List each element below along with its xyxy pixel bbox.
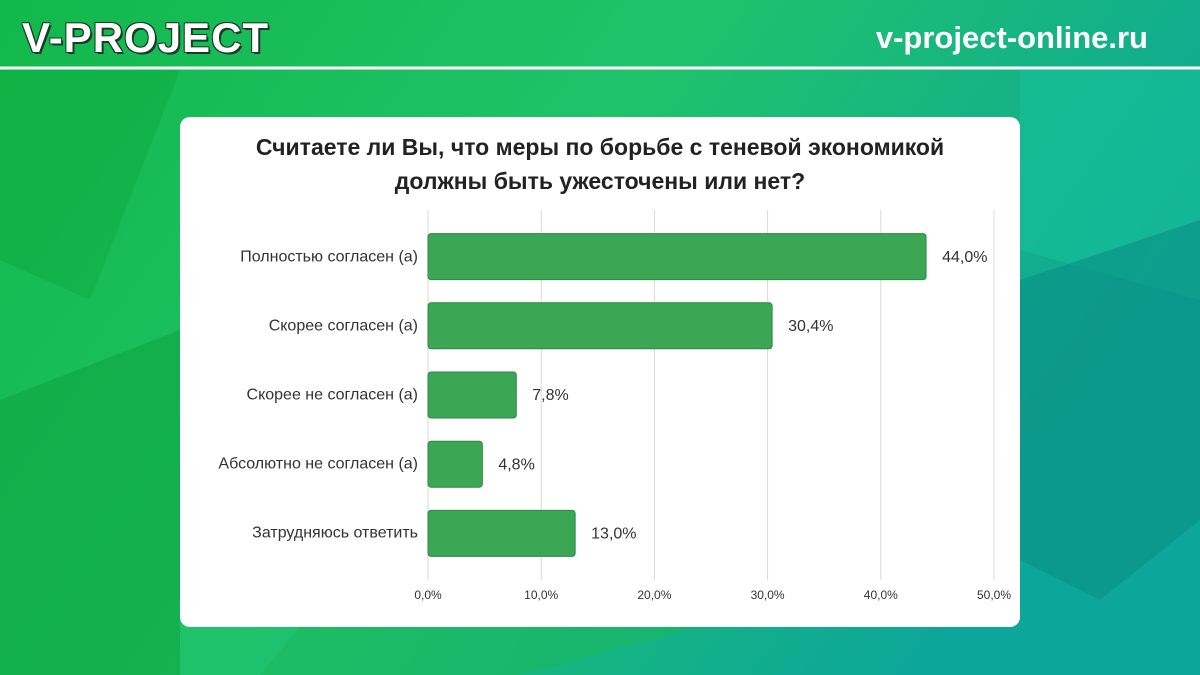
- x-tick-label: 20,0%: [637, 588, 671, 602]
- value-label: 44,0%: [942, 249, 987, 266]
- site-url: v-project-online.ru: [875, 20, 1148, 55]
- facet: [0, 330, 180, 675]
- x-tick-label: 50,0%: [977, 588, 1011, 602]
- facet: [1020, 220, 1200, 600]
- x-tick-label: 10,0%: [524, 588, 558, 602]
- value-label: 4,8%: [498, 456, 534, 473]
- x-tick-label: 40,0%: [864, 588, 898, 602]
- chart-title: Считаете ли Вы, что меры по борьбе с тен…: [255, 134, 945, 194]
- bar: [427, 302, 773, 350]
- bar: [427, 233, 927, 281]
- y-tick-label: Скорее согласен (а): [268, 317, 418, 335]
- logo: V-PROJECT: [22, 14, 270, 61]
- x-tick-label: 30,0%: [751, 588, 785, 602]
- y-tick-label: Полностью согласен (а): [240, 248, 418, 266]
- value-label: 7,8%: [532, 387, 568, 404]
- facet: [260, 627, 700, 675]
- y-tick-label: Затрудняюсь ответить: [252, 524, 418, 542]
- y-tick-label: Абсолютно не согласен (а): [218, 455, 418, 473]
- facet: [0, 70, 180, 300]
- x-tick-label: 0,0%: [414, 588, 442, 602]
- value-label: 13,0%: [591, 526, 636, 543]
- bar: [427, 440, 483, 488]
- bar: [427, 509, 576, 557]
- plot: 0,0% 10,0% 20,0% 30,0% 40,0% 50,0% 44,0% 30,4% 7…: [414, 210, 1011, 602]
- value-label: 30,4%: [788, 318, 833, 335]
- bar: [427, 371, 517, 419]
- y-tick-label: Скорее не согласен (а): [246, 386, 418, 404]
